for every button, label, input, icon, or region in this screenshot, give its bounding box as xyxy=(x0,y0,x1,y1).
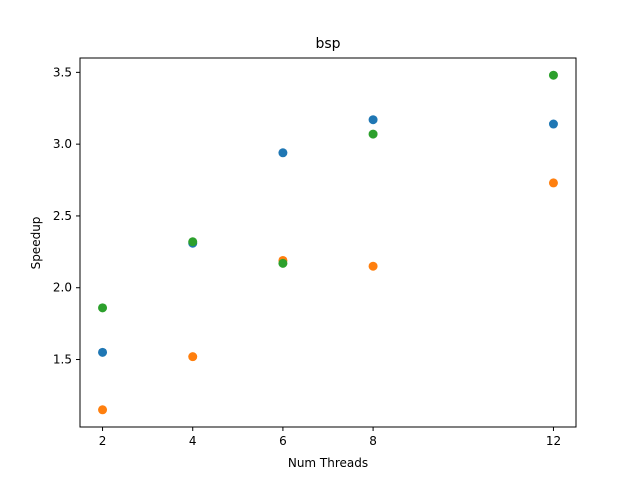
y-tick-label: 2.0 xyxy=(53,281,72,295)
data-point-series-3 xyxy=(548,70,558,80)
x-tick-label: 8 xyxy=(369,434,377,448)
data-point-series-2 xyxy=(548,178,558,188)
x-axis-label: Num Threads xyxy=(288,456,368,470)
y-tick-label: 3.0 xyxy=(53,137,72,151)
x-tick-label: 2 xyxy=(99,434,107,448)
data-point-series-1 xyxy=(548,119,558,129)
data-point-series-2 xyxy=(98,405,108,415)
data-points xyxy=(98,70,558,415)
data-point-series-3 xyxy=(278,258,288,268)
x-tick-label: 12 xyxy=(546,434,561,448)
y-tick-label: 3.5 xyxy=(53,65,72,79)
y-axis-label: Speedup xyxy=(29,217,43,270)
y-axis-ticks: 1.5 2.0 2.5 3.0 3.5 xyxy=(53,65,80,367)
axes-frame xyxy=(79,57,577,428)
data-point-series-3 xyxy=(368,129,378,139)
chart-title: bsp xyxy=(315,36,340,52)
data-point-series-1 xyxy=(278,148,288,158)
data-point-series-1 xyxy=(368,115,378,125)
x-tick-label: 6 xyxy=(279,434,287,448)
y-tick-label: 2.5 xyxy=(53,209,72,223)
data-point-series-1 xyxy=(98,347,108,357)
x-axis-ticks: 2 4 6 8 12 xyxy=(99,427,561,448)
data-point-series-3 xyxy=(98,303,108,313)
x-tick-label: 4 xyxy=(189,434,197,448)
data-point-series-2 xyxy=(368,261,378,271)
data-point-series-3 xyxy=(188,237,198,247)
y-tick-label: 1.5 xyxy=(53,353,72,367)
data-point-series-2 xyxy=(188,352,198,362)
